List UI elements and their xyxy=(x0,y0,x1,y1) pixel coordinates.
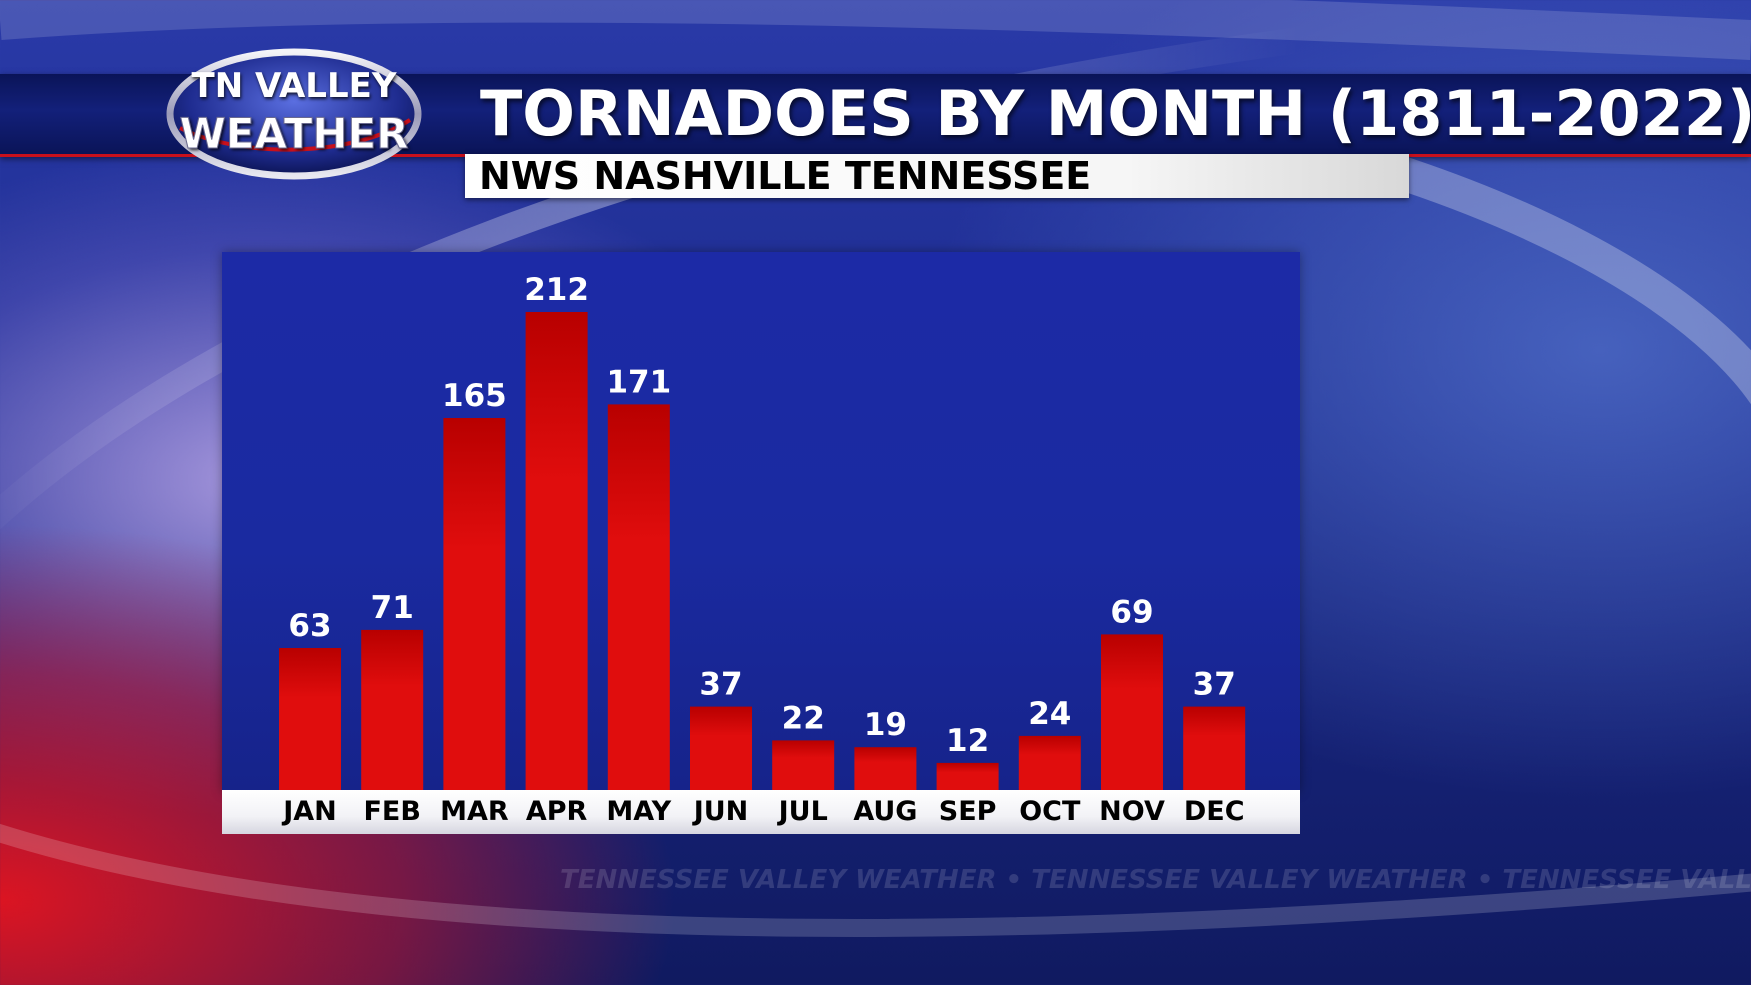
tn-valley-weather-logo: TN VALLEY WEATHER xyxy=(160,48,428,180)
data-label-apr: 212 xyxy=(524,272,589,308)
x-tick-label-dec: DEC xyxy=(1183,796,1245,827)
logo-line-2: WEATHER xyxy=(179,109,409,158)
bar-feb xyxy=(361,629,424,790)
chart-panel: 63 71 165 212 171 37 22 19 12 24 69 37 xyxy=(222,252,1300,792)
page-subtitle: NWS NASHVILLE TENNESSEE xyxy=(479,154,1092,198)
data-label-jun: 37 xyxy=(699,667,742,703)
page-title: TORNADOES BY MONTH (1811-2022) xyxy=(480,77,1751,150)
data-label-nov: 69 xyxy=(1110,594,1153,630)
bar-nov xyxy=(1101,634,1163,790)
bar-chart: 63 71 165 212 171 37 22 19 12 24 69 37 xyxy=(279,272,1246,790)
bar-aug xyxy=(854,747,917,790)
x-tick-label-feb: FEB xyxy=(363,796,421,827)
x-tick-label-aug: AUG xyxy=(853,796,918,827)
bar-oct xyxy=(1018,735,1081,790)
bar-dec xyxy=(1183,706,1246,790)
watermark-text: TENNESSEE VALLEY WEATHER • TENNESSEE VAL… xyxy=(560,865,1751,895)
bar-jul xyxy=(772,740,835,790)
logo-line-1: TN VALLEY xyxy=(191,66,397,106)
x-axis-strip: JAN FEB MAR APR MAY JUN JUL AUG SEP OCT NOV DEC xyxy=(222,790,1300,834)
bar-apr xyxy=(525,312,588,790)
data-label-aug: 19 xyxy=(864,707,907,743)
x-tick-label-sep: SEP xyxy=(938,796,997,827)
x-tick-label-apr: APR xyxy=(525,796,588,827)
x-tick-label-nov: NOV xyxy=(1099,796,1165,827)
subtitle-bar: NWS NASHVILLE TENNESSEE xyxy=(465,154,1409,198)
logo-emblem-icon xyxy=(166,48,422,180)
data-label-jan: 63 xyxy=(288,608,331,644)
data-label-jul: 22 xyxy=(782,700,825,736)
bar-mar xyxy=(443,418,506,790)
data-label-feb: 71 xyxy=(371,590,414,626)
data-label-oct: 24 xyxy=(1028,696,1071,732)
data-label-may: 171 xyxy=(606,364,671,400)
x-tick-label-jan: JAN xyxy=(283,796,337,827)
data-label-mar: 165 xyxy=(442,378,507,414)
bar-jan xyxy=(279,648,341,790)
x-tick-label-oct: OCT xyxy=(1019,796,1081,827)
data-label-sep: 12 xyxy=(946,723,989,759)
bar-may xyxy=(607,404,670,790)
x-tick-label-jul: JUL xyxy=(778,796,828,827)
x-tick-label-mar: MAR xyxy=(440,796,509,827)
bar-jun xyxy=(690,706,752,790)
x-tick-label-may: MAY xyxy=(606,796,672,827)
bar-sep xyxy=(936,762,999,790)
x-tick-label-jun: JUN xyxy=(693,796,749,827)
data-label-dec: 37 xyxy=(1193,667,1236,703)
